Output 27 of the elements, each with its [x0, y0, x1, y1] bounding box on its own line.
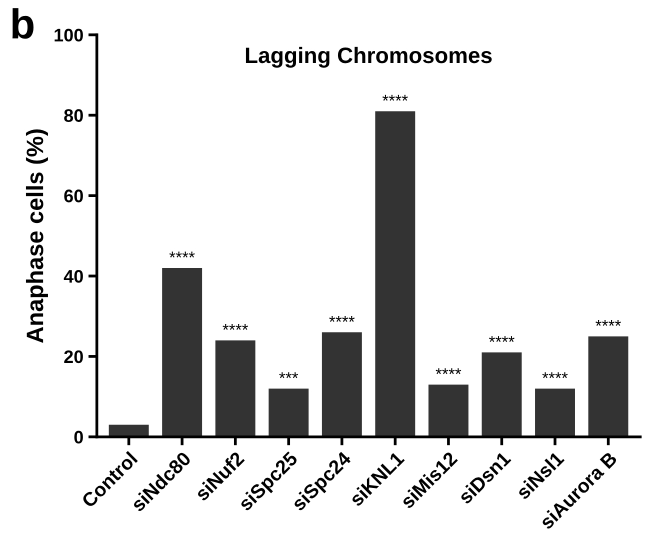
annotation: **** — [329, 316, 355, 322]
bar — [588, 336, 628, 437]
annotation: **** — [436, 368, 462, 374]
y-tick-label: 100 — [54, 28, 83, 42]
y-tick-label: 80 — [64, 109, 83, 122]
bar — [482, 352, 522, 437]
y-tick-label: 40 — [64, 270, 83, 283]
annotation: **** — [489, 336, 514, 342]
bar — [162, 268, 202, 437]
bar — [322, 332, 362, 437]
text: b — [12, 8, 34, 39]
y-tick-label: 60 — [64, 190, 83, 202]
annotation: **** — [222, 324, 248, 330]
y-axis-title: Anaphase cells (%) — [26, 129, 48, 343]
bar — [268, 388, 309, 437]
annotation: **** — [382, 94, 408, 101]
bar — [428, 384, 468, 437]
text: Lagging Chromosomes — [246, 46, 492, 68]
bar — [535, 388, 575, 437]
annotation: **** — [542, 372, 568, 378]
annotation: **** — [596, 320, 621, 326]
bar — [215, 340, 256, 437]
annotation: **** — [169, 252, 195, 258]
annotation: *** — [279, 372, 298, 378]
y-tick-label: 0 — [74, 430, 83, 444]
y-tick-label: 20 — [64, 350, 83, 364]
bar — [375, 111, 416, 437]
